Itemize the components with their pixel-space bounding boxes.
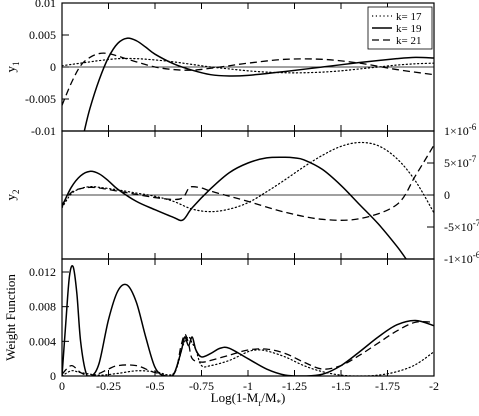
y-tick-label: 0.012 bbox=[29, 265, 56, 279]
x-tick-label: -0.5 bbox=[146, 379, 165, 393]
legend-label: k= 17 bbox=[396, 11, 422, 23]
legend-label: k= 19 bbox=[396, 23, 422, 35]
series-line-dotted bbox=[62, 141, 434, 214]
y-tick-label: 0 bbox=[50, 369, 56, 383]
x-tick-label: -1.75 bbox=[375, 379, 400, 393]
series-line-dotted bbox=[62, 57, 434, 74]
x-tick-label: 0 bbox=[59, 379, 65, 393]
y-tick-label: 0 bbox=[444, 188, 450, 202]
y-tick-label: 1×10-6 bbox=[444, 122, 477, 138]
series-line-solid bbox=[62, 264, 434, 376]
series-line-solid bbox=[62, 156, 407, 259]
x-tick-label: -0.75 bbox=[189, 379, 214, 393]
y-tick-label: 0.008 bbox=[29, 300, 56, 314]
panel-2: 1×10-6 5×10-7 0 -5×10-7 -1×10-6 y2 bbox=[3, 122, 479, 266]
x-tick-label: -1.25 bbox=[282, 379, 307, 393]
x-tick-label: -1.5 bbox=[332, 379, 351, 393]
legend: k= 17k= 19k= 21 bbox=[367, 6, 433, 50]
series-line-dashed bbox=[62, 320, 434, 376]
y-tick-label: 5×10-7 bbox=[444, 154, 477, 170]
y-tick-label: -0.01 bbox=[31, 124, 56, 138]
series-line-dashed bbox=[62, 144, 434, 221]
panel-3: 0.012 0.008 0.004 00 -0.25 -0.5 -0.75 -1 -1.25 -1… bbox=[3, 258, 439, 393]
x-tick-label: -2 bbox=[429, 379, 439, 393]
y-tick-label: 0.004 bbox=[29, 334, 56, 348]
y-axis-label: Weight Function bbox=[3, 274, 18, 361]
legend-box bbox=[367, 6, 433, 50]
y-tick-label: -1×10-6 bbox=[444, 250, 479, 266]
y-axis-label: y2 bbox=[3, 190, 21, 201]
y-tick-label: -0.005 bbox=[25, 92, 56, 106]
legend-label: k= 21 bbox=[396, 35, 421, 47]
y-axis-label: y1 bbox=[3, 62, 21, 73]
x-tick-label: -1 bbox=[243, 379, 253, 393]
y-tick-label: 0.01 bbox=[35, 0, 56, 10]
series-line-solid bbox=[83, 37, 434, 131]
series-line-dashed bbox=[62, 52, 434, 106]
y-tick-label: 0 bbox=[50, 60, 56, 74]
y-tick-label: -5×10-7 bbox=[444, 218, 479, 234]
y-tick-label: 0.005 bbox=[29, 28, 56, 42]
panel-1: 0.01 0.005 0 -0.005 -0.01 y1 k= 17k= 19k= 21 bbox=[3, 0, 435, 138]
x-tick-label: -0.25 bbox=[96, 379, 121, 393]
x-axis-label: Log(1-Mr/M*) bbox=[211, 390, 286, 408]
